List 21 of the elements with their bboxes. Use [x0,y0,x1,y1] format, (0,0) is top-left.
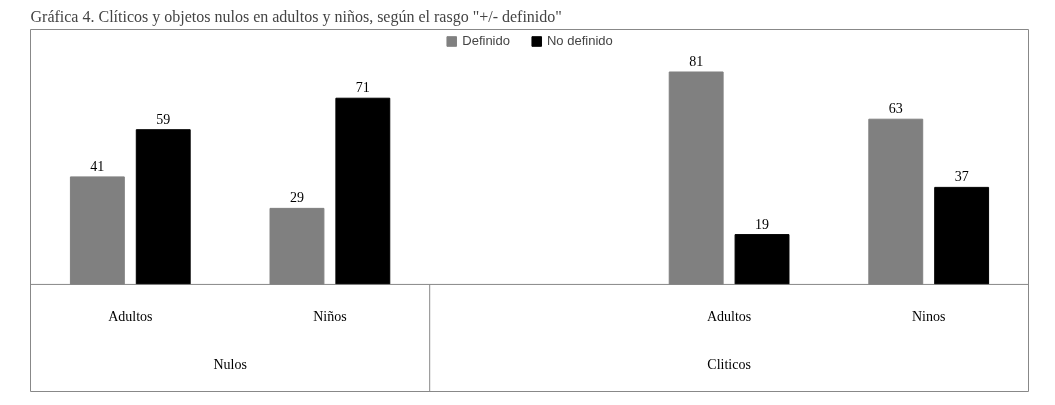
bar [734,234,790,285]
text: Cliticos [707,357,751,373]
data-label: 59 [156,111,171,127]
data-label: 71 [355,80,370,96]
data-label: 63 [888,101,903,117]
x-tick-label: Adultos [706,309,752,325]
x-tick-label: Niños [313,309,347,325]
text: Nulos [213,357,247,373]
bar [135,129,191,285]
bar [335,97,391,285]
data-label: 41 [90,158,105,174]
x-tick-label: Ninos [911,309,946,325]
data-label: 37 [954,169,969,185]
data-label: 81 [689,53,704,69]
legend-label: Definido [462,33,510,48]
legend-label: No definido [546,33,613,48]
bar [934,186,990,285]
data-label: 29 [289,190,304,206]
x-tick-label: Adultos [108,309,153,325]
data-label: 19 [755,216,770,232]
chart-title: Gráfica 4. Clíticos y objetos nulos en adultos y niños, según el rasgo "+/- definido" [30,7,562,26]
